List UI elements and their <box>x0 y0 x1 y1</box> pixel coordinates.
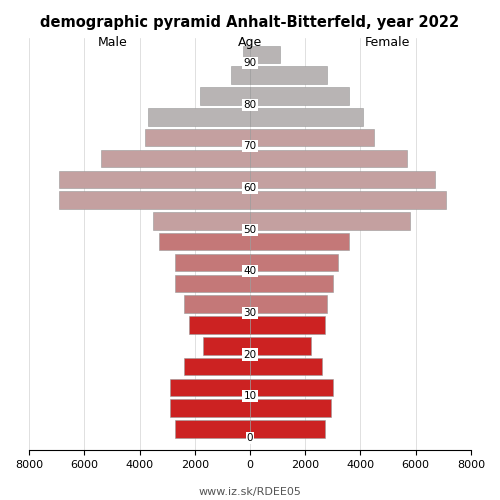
Bar <box>184 358 250 376</box>
Bar <box>250 150 408 167</box>
Bar <box>203 337 250 354</box>
Bar <box>230 66 250 84</box>
Bar <box>250 400 332 417</box>
Text: www.iz.sk/RDEE05: www.iz.sk/RDEE05 <box>198 488 302 498</box>
Bar <box>154 212 250 230</box>
Text: 0: 0 <box>247 433 254 443</box>
Text: Male: Male <box>98 36 128 49</box>
Bar <box>250 87 350 104</box>
Bar <box>200 87 250 104</box>
Bar <box>101 150 250 167</box>
Bar <box>60 192 250 209</box>
Bar <box>250 66 328 84</box>
Title: demographic pyramid Anhalt-Bitterfeld, year 2022: demographic pyramid Anhalt-Bitterfeld, y… <box>40 15 460 30</box>
Text: 50: 50 <box>244 224 256 234</box>
Bar <box>176 254 250 272</box>
Text: 70: 70 <box>244 142 256 152</box>
Bar <box>250 212 410 230</box>
Bar <box>170 378 250 396</box>
Bar <box>148 108 250 126</box>
Bar <box>250 296 328 313</box>
Bar <box>176 274 250 292</box>
Bar <box>250 337 311 354</box>
Bar <box>250 108 363 126</box>
Text: 80: 80 <box>244 100 256 110</box>
Text: Age: Age <box>238 36 262 49</box>
Bar <box>250 274 333 292</box>
Bar <box>250 358 322 376</box>
Text: 60: 60 <box>244 183 256 193</box>
Bar <box>176 420 250 438</box>
Bar <box>250 129 374 146</box>
Bar <box>145 129 250 146</box>
Bar <box>250 254 338 272</box>
Bar <box>189 316 250 334</box>
Text: 30: 30 <box>244 308 256 318</box>
Text: 40: 40 <box>244 266 256 276</box>
Bar <box>250 192 446 209</box>
Text: 20: 20 <box>244 350 256 360</box>
Text: Female: Female <box>364 36 410 49</box>
Bar <box>250 233 350 250</box>
Bar <box>250 378 333 396</box>
Bar <box>170 400 250 417</box>
Bar <box>250 46 280 63</box>
Bar <box>243 46 250 63</box>
Bar <box>250 420 324 438</box>
Text: 10: 10 <box>244 391 256 401</box>
Text: 90: 90 <box>244 58 256 68</box>
Bar <box>184 296 250 313</box>
Bar <box>159 233 250 250</box>
Bar <box>60 170 250 188</box>
Bar <box>250 316 324 334</box>
Bar <box>250 170 435 188</box>
